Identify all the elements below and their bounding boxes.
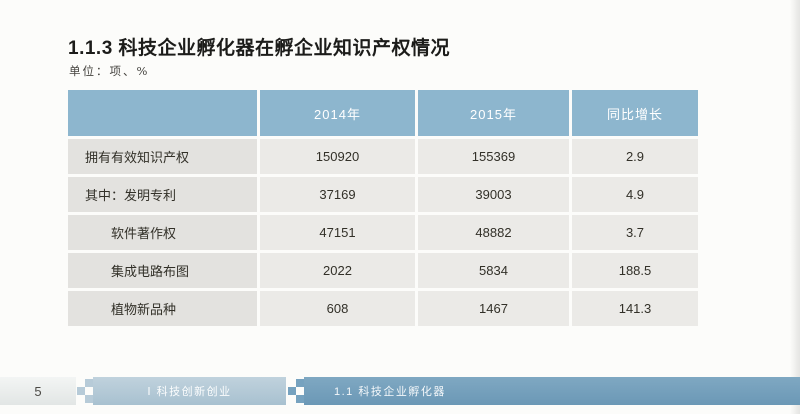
- header-cell-blank: [68, 90, 257, 136]
- page-title: 1.1.3 科技企业孵化器在孵企业知识产权情况: [68, 37, 451, 59]
- value-2015: 39003: [418, 177, 569, 212]
- value-2014: 37169: [260, 177, 415, 212]
- value-2015: 48882: [418, 215, 569, 250]
- value-growth: 141.3: [572, 291, 698, 326]
- header-cell-2015: 2015年: [418, 90, 569, 136]
- value-2015: 5834: [418, 253, 569, 288]
- footer-connector-square: [77, 387, 85, 395]
- unit-note: 单位：项、%: [69, 64, 150, 78]
- value-growth: 4.9: [572, 177, 698, 212]
- scan-edge-shadow: [790, 0, 800, 414]
- footer-connector-square: [296, 395, 304, 403]
- value-2015: 155369: [418, 139, 569, 174]
- footer-connector-square: [85, 379, 93, 387]
- header-cell-2014: 2014年: [260, 90, 415, 136]
- value-2014: 2022: [260, 253, 415, 288]
- value-growth: 2.9: [572, 139, 698, 174]
- footer-section-label: 1.1 科技企业孵化器: [334, 386, 446, 398]
- page-number: 5: [34, 383, 42, 399]
- footer-connector-square: [85, 395, 93, 403]
- value-2015: 1467: [418, 291, 569, 326]
- value-2014: 608: [260, 291, 415, 326]
- row-label: 拥有有效知识产权: [68, 139, 257, 174]
- footer-part-band: Ⅰ 科技创新创业: [93, 377, 286, 405]
- value-2014: 150920: [260, 139, 415, 174]
- row-label: 集成电路布图: [68, 253, 257, 288]
- value-growth: 3.7: [572, 215, 698, 250]
- header-cell-growth: 同比增长: [572, 90, 698, 136]
- ip-statistics-table: 2014年 2015年 同比增长 拥有有效知识产权 150920 155369 …: [68, 90, 698, 326]
- row-label: 其中：发明专利: [68, 177, 257, 212]
- row-label: 植物新品种: [68, 291, 257, 326]
- footer-part-label: Ⅰ 科技创新创业: [147, 386, 232, 398]
- page-number-band: 5: [0, 377, 76, 405]
- footer-connector-square: [288, 387, 296, 395]
- row-label: 软件著作权: [68, 215, 257, 250]
- value-2014: 47151: [260, 215, 415, 250]
- value-growth: 188.5: [572, 253, 698, 288]
- footer-section-band: 1.1 科技企业孵化器: [304, 377, 800, 405]
- footer-connector-square: [296, 379, 304, 387]
